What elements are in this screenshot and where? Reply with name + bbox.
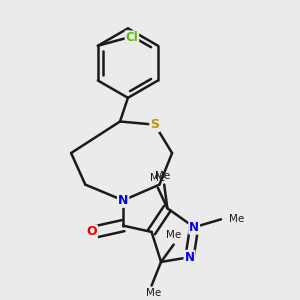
Text: Me: Me <box>146 288 161 298</box>
Text: N: N <box>184 251 194 264</box>
Text: Me: Me <box>229 214 244 224</box>
Text: S: S <box>150 118 159 131</box>
Text: Me: Me <box>155 172 170 182</box>
Text: N: N <box>189 221 199 234</box>
Text: Cl: Cl <box>126 32 138 44</box>
Text: Me: Me <box>150 173 166 183</box>
Text: N: N <box>118 194 128 207</box>
Text: O: O <box>86 225 97 239</box>
Text: Me: Me <box>166 230 181 240</box>
